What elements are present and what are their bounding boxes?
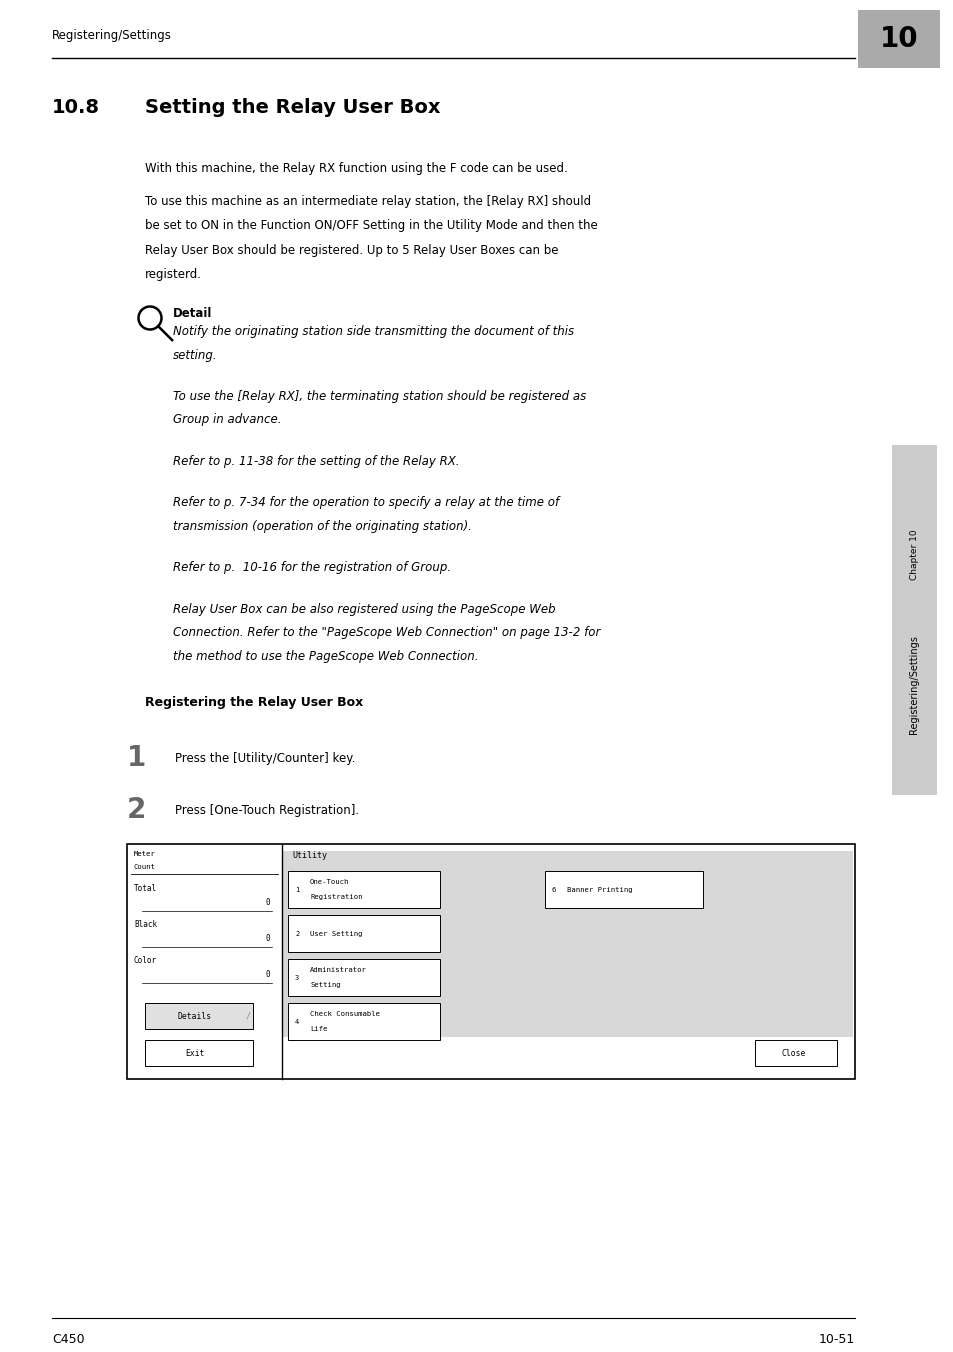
Text: 1: 1: [294, 887, 299, 894]
Text: Refer to p. 7-34 for the operation to specify a relay at the time of: Refer to p. 7-34 for the operation to sp…: [172, 496, 558, 510]
Text: Check Consumable: Check Consumable: [310, 1011, 379, 1018]
Text: Count: Count: [133, 864, 155, 871]
Text: Close: Close: [781, 1049, 805, 1059]
Text: 0: 0: [265, 934, 270, 944]
Text: Administrator: Administrator: [310, 968, 367, 973]
Text: Press the [Utility/Counter] key.: Press the [Utility/Counter] key.: [174, 753, 355, 765]
Bar: [891, 445, 936, 795]
Bar: [145, 1003, 253, 1029]
Text: 4: 4: [294, 1019, 299, 1025]
Bar: [145, 1041, 253, 1067]
Text: 6: 6: [552, 887, 556, 894]
Text: 1: 1: [127, 745, 146, 772]
Text: Details: Details: [178, 1013, 212, 1021]
Text: One-Touch: One-Touch: [310, 880, 349, 886]
Text: 2: 2: [127, 796, 146, 825]
Bar: [288, 872, 439, 909]
Text: Refer to p.  10-16 for the registration of Group.: Refer to p. 10-16 for the registration o…: [172, 561, 451, 575]
Text: 10-51: 10-51: [818, 1333, 854, 1347]
Text: 3: 3: [294, 975, 299, 982]
Text: Registration: Registration: [310, 895, 362, 900]
Text: Utility: Utility: [292, 852, 327, 860]
Text: User Setting: User Setting: [310, 932, 362, 937]
Text: Group in advance.: Group in advance.: [172, 414, 281, 426]
Text: setting.: setting.: [172, 349, 217, 361]
Bar: [127, 845, 854, 1079]
Text: Meter: Meter: [133, 852, 155, 857]
Text: Banner Printing: Banner Printing: [566, 887, 632, 894]
Bar: [544, 872, 702, 909]
Text: Detail: Detail: [172, 307, 213, 320]
Text: Registering/Settings: Registering/Settings: [52, 28, 172, 42]
Text: transmission (operation of the originating station).: transmission (operation of the originati…: [172, 521, 472, 533]
Text: Color: Color: [133, 956, 157, 965]
Bar: [282, 852, 852, 1037]
Text: /: /: [245, 1013, 251, 1021]
Text: Registering/Settings: Registering/Settings: [908, 635, 919, 734]
Text: Notify the originating station side transmitting the document of this: Notify the originating station side tran…: [172, 324, 574, 338]
Bar: [754, 1041, 836, 1067]
Bar: [857, 9, 939, 68]
Text: Relay User Box can be also registered using the PageScope Web: Relay User Box can be also registered us…: [172, 603, 555, 617]
Text: Exit: Exit: [185, 1049, 205, 1059]
Text: Life: Life: [310, 1026, 327, 1033]
Text: 10: 10: [879, 24, 918, 53]
Text: the method to use the PageScope Web Connection.: the method to use the PageScope Web Conn…: [172, 650, 478, 662]
Text: Press [One-Touch Registration].: Press [One-Touch Registration].: [174, 804, 358, 818]
Text: Connection. Refer to the "PageScope Web Connection" on page 13-2 for: Connection. Refer to the "PageScope Web …: [172, 626, 599, 639]
Bar: [288, 915, 439, 953]
Text: Registering the Relay User Box: Registering the Relay User Box: [145, 696, 363, 710]
Text: Total: Total: [133, 884, 157, 894]
Text: 10.8: 10.8: [52, 97, 100, 118]
Bar: [282, 868, 852, 887]
Text: Setting the Relay User Box: Setting the Relay User Box: [145, 97, 440, 118]
Text: be set to ON in the Function ON/OFF Setting in the Utility Mode and then the: be set to ON in the Function ON/OFF Sett…: [145, 219, 598, 233]
Text: With this machine, the Relay RX function using the F code can be used.: With this machine, the Relay RX function…: [145, 162, 567, 174]
Text: 0: 0: [265, 971, 270, 979]
Bar: [288, 1003, 439, 1041]
Text: 2: 2: [294, 932, 299, 937]
Text: 0: 0: [265, 899, 270, 907]
Text: registerd.: registerd.: [145, 269, 202, 281]
Text: Relay User Box should be registered. Up to 5 Relay User Boxes can be: Relay User Box should be registered. Up …: [145, 243, 558, 257]
Text: Black: Black: [133, 921, 157, 929]
Text: Setting: Setting: [310, 983, 340, 988]
Text: Chapter 10: Chapter 10: [909, 530, 918, 580]
Text: To use this machine as an intermediate relay station, the [Relay RX] should: To use this machine as an intermediate r…: [145, 195, 591, 208]
Text: To use the [Relay RX], the terminating station should be registered as: To use the [Relay RX], the terminating s…: [172, 389, 586, 403]
Bar: [288, 960, 439, 996]
Text: Refer to p. 11-38 for the setting of the Relay RX.: Refer to p. 11-38 for the setting of the…: [172, 456, 459, 468]
Text: C450: C450: [52, 1333, 85, 1347]
